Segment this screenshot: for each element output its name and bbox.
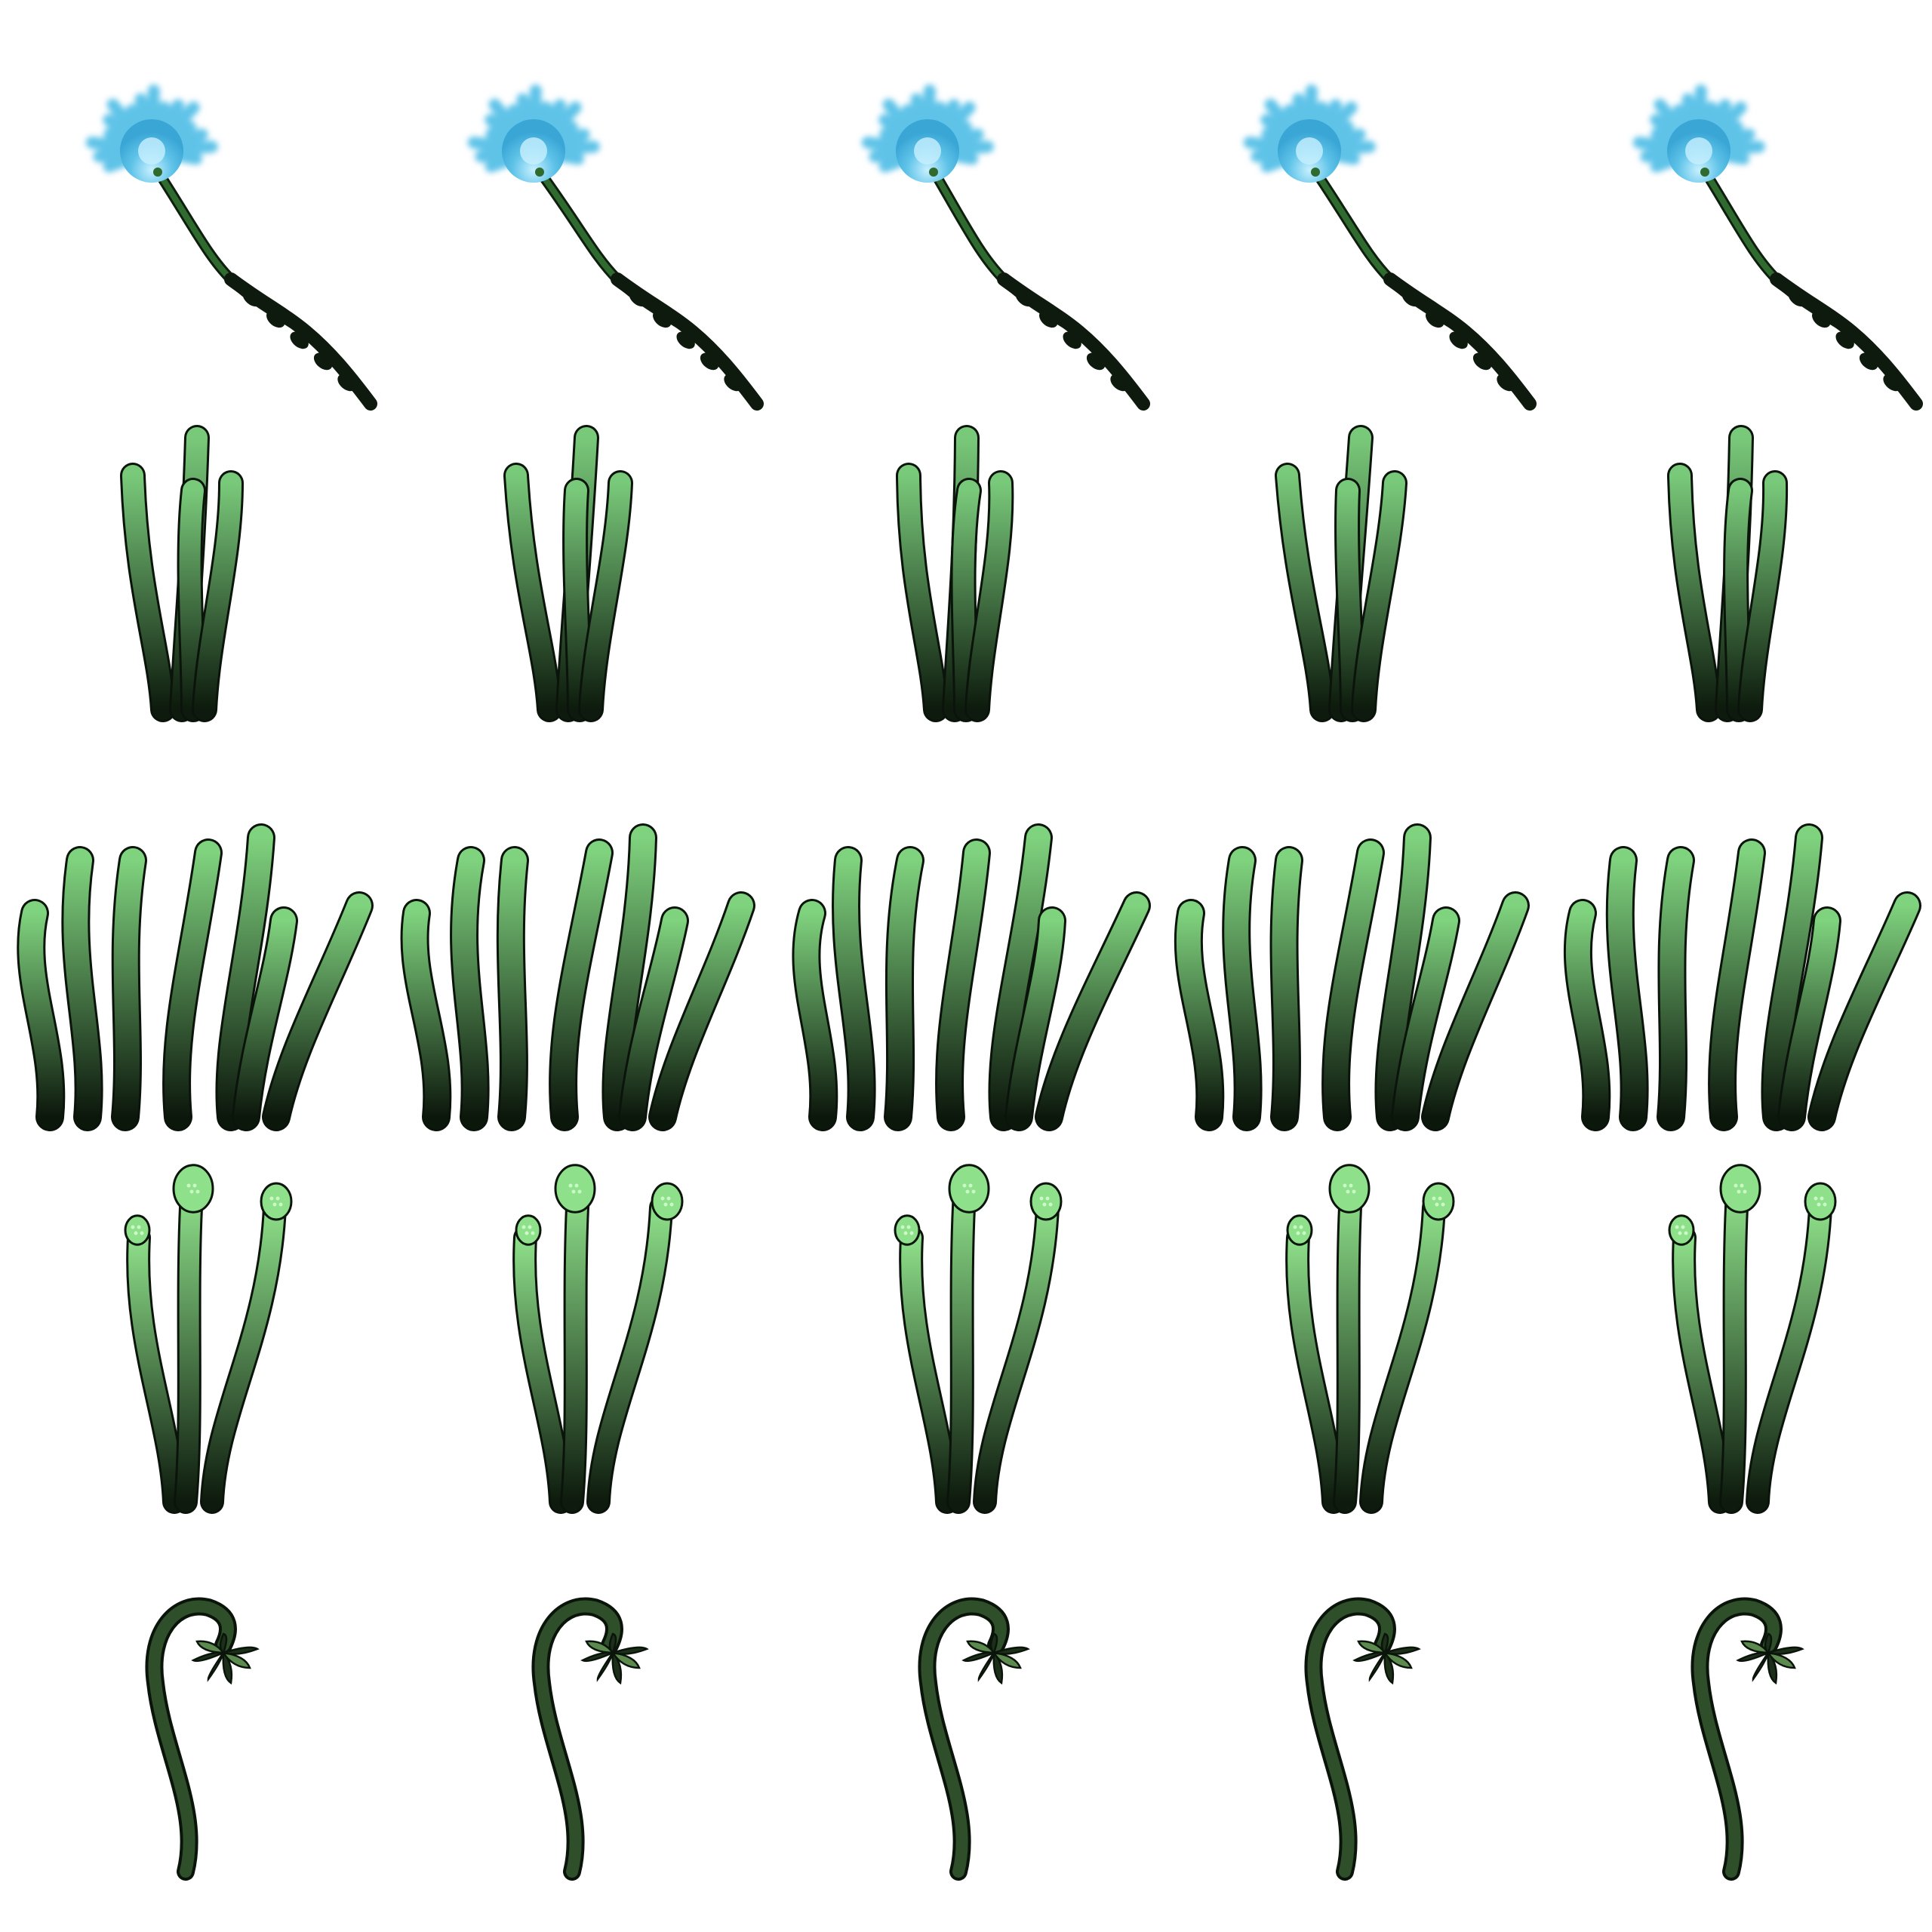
grass-tuft-small-frame-4 bbox=[1275, 425, 1407, 722]
grass-tuft-large-frame-1 bbox=[17, 823, 374, 1131]
curled-sprout-frame-3 bbox=[918, 1597, 1030, 1881]
bulb-tendrils-frame-2 bbox=[512, 1164, 684, 1514]
grass-tuft-large-frame-4 bbox=[1174, 823, 1530, 1131]
grass-tuft-small-frame-2 bbox=[503, 425, 633, 722]
bulb-tendrils-frame-1 bbox=[124, 1164, 293, 1514]
blue-puffball-flower-frame-5 bbox=[1632, 85, 1923, 411]
grass-tuft-large-frame-5 bbox=[1563, 823, 1921, 1131]
blue-puffball-flower-frame-2 bbox=[467, 85, 764, 411]
bulb-tendrils-frame-3 bbox=[894, 1164, 1063, 1514]
curled-sprout-frame-1 bbox=[145, 1597, 260, 1881]
curled-sprout-frame-5 bbox=[1690, 1597, 1804, 1881]
blue-puffball-flower-frame-4 bbox=[1243, 85, 1537, 411]
bulb-tendrils-frame-5 bbox=[1668, 1164, 1837, 1514]
grass-tuft-small-frame-1 bbox=[120, 425, 244, 722]
grass-tuft-large-frame-2 bbox=[400, 823, 755, 1131]
grass-tuft-small-frame-3 bbox=[896, 425, 1014, 722]
blue-puffball-flower-frame-3 bbox=[861, 85, 1150, 411]
blue-puffball-flower-frame-1 bbox=[85, 85, 377, 411]
bulb-tendrils-frame-4 bbox=[1285, 1164, 1455, 1514]
curled-sprout-frame-2 bbox=[531, 1597, 649, 1881]
grass-tuft-small-frame-5 bbox=[1667, 425, 1789, 722]
curled-sprout-frame-4 bbox=[1304, 1597, 1421, 1881]
grass-tuft-large-frame-3 bbox=[792, 823, 1151, 1131]
